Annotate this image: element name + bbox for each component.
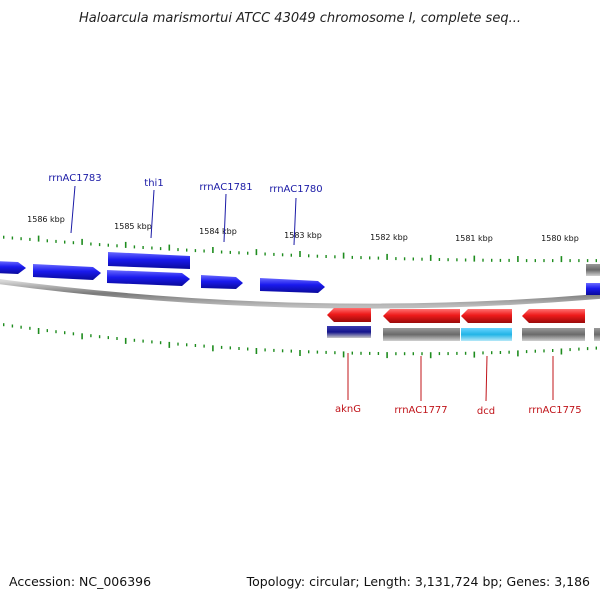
tick-labels: 1586 kbp 1585 kbp 1584 kbp 1583 kbp 1582…	[27, 215, 579, 243]
forward-gene-arrow[interactable]	[260, 278, 325, 293]
forward-gene-arrow[interactable]	[107, 270, 190, 286]
forward-gene-arrow[interactable]	[108, 252, 190, 269]
reverse-gene-labels: aknG rrnAC1777 dcd rrnAC1775	[335, 353, 582, 417]
forward-gene-arrow[interactable]	[0, 261, 26, 274]
accession-text: Accession: NC_006396	[9, 574, 151, 589]
cog-bar	[594, 328, 600, 341]
cog-bar	[522, 328, 585, 341]
gene-label[interactable]: rrnAC1777	[394, 405, 447, 416]
label-leader-line	[70, 185, 76, 234]
forward-gene-arrow[interactable]	[201, 275, 243, 289]
gene-label[interactable]: thi1	[144, 178, 163, 189]
tick-label: 1582 kbp	[370, 233, 408, 242]
reverse-gene-arrow[interactable]	[327, 308, 371, 322]
cog-bar	[461, 328, 512, 341]
forward-gene-labels: rrnAC1783 thi1 rrnAC1781 rrnAC1780	[48, 173, 323, 246]
tick-label: 1580 kbp	[541, 234, 579, 243]
reverse-gene-arrow[interactable]	[383, 309, 460, 323]
scale-ticks	[3, 235, 597, 359]
cog-bar	[383, 328, 460, 341]
gene-label[interactable]: rrnAC1775	[528, 405, 581, 416]
label-leader-line	[150, 189, 155, 239]
gene-label[interactable]: rrnAC1781	[199, 182, 252, 193]
gene-label[interactable]: rrnAC1783	[48, 173, 101, 184]
genome-summary-text: Topology: circular; Length: 3,131,724 bp…	[246, 574, 590, 589]
tick-label: 1585 kbp	[114, 222, 152, 231]
chromosome-backbone	[0, 279, 600, 309]
cog-bar	[327, 326, 371, 338]
reverse-gene-arrow[interactable]	[461, 309, 512, 323]
tick-label: 1581 kbp	[455, 234, 493, 243]
forward-gene-box[interactable]	[586, 283, 600, 295]
reverse-gene-arrow[interactable]	[522, 309, 585, 323]
forward-strand-genes	[0, 252, 600, 295]
map-title: Haloarcula marismortui ATCC 43049 chromo…	[79, 11, 521, 26]
gene-label[interactable]: dcd	[477, 406, 495, 417]
tick-label: 1584 kbp	[199, 227, 237, 236]
forward-gene-arrow[interactable]	[33, 264, 101, 280]
gene-label[interactable]: rrnAC1780	[269, 184, 322, 195]
reverse-strand-genes	[327, 308, 600, 341]
tick-label: 1583 kbp	[284, 231, 322, 240]
tick-label: 1586 kbp	[27, 215, 65, 224]
gene-label[interactable]: aknG	[335, 404, 361, 415]
forward-gene-box[interactable]	[586, 264, 600, 276]
label-leader-line	[485, 355, 488, 402]
label-leader-line	[223, 193, 227, 243]
label-leader-line	[293, 197, 297, 246]
